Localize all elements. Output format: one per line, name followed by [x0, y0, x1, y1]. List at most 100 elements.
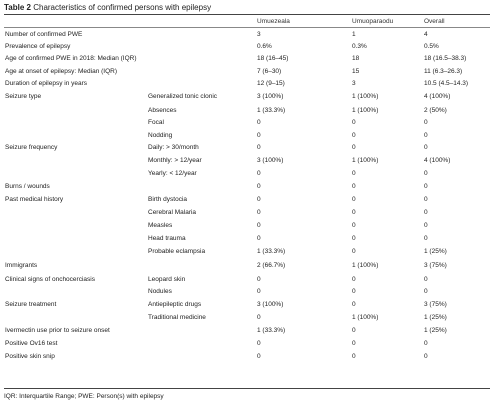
value-umuoparaodu: 1 (100%) [352, 262, 379, 269]
table-caption: Table 2 Characteristics of confirmed per… [4, 3, 211, 12]
row-sublabel: Probable eclampsia [148, 248, 206, 255]
row-sublabel: Head trauma [148, 235, 186, 242]
row-label: Clinical signs of onchocerciasis [5, 276, 95, 283]
value-umuezeala: 1 (33.3%) [257, 327, 286, 334]
value-umuezeala: 3 (100%) [257, 301, 284, 308]
row-label: Positive skin snip [5, 353, 55, 360]
row-sublabel: Cerebral Malaria [148, 209, 197, 216]
value-umuoparaodu: 3 [352, 80, 356, 87]
row-label: Burns / wounds [5, 183, 50, 190]
value-umuezeala: 0 [257, 235, 261, 242]
bottom-rule [4, 388, 490, 389]
value-overall: 0 [424, 235, 428, 242]
row-sublabel: Absences [148, 107, 177, 114]
header-rule [4, 27, 490, 28]
value-umuoparaodu: 1 (100%) [352, 157, 379, 164]
value-overall: 0 [424, 340, 428, 347]
value-umuezeala: 0 [257, 132, 261, 139]
row-sublabel: Antiepileptic drugs [148, 301, 202, 308]
value-overall: 18 (16.5–38.3) [424, 55, 467, 62]
row-sublabel: Generalized tonic clonic [148, 93, 218, 100]
value-umuezeala: 12 (9–15) [257, 80, 285, 87]
value-umuezeala: 18 (16–45) [257, 55, 289, 62]
value-overall: 0 [424, 288, 428, 295]
row-label: Seizure treatment [5, 301, 57, 308]
row-label: Seizure frequency [5, 144, 58, 151]
row-label: Age of confirmed PWE in 2018: Median (IQ… [5, 55, 137, 62]
value-umuoparaodu: 0 [352, 170, 356, 177]
value-umuoparaodu: 0.3% [352, 43, 367, 50]
value-umuezeala: 1 (33.3%) [257, 248, 286, 255]
row-label: Duration of epilepsy in years [5, 80, 88, 87]
value-overall: 0 [424, 196, 428, 203]
value-overall: 0 [424, 183, 428, 190]
row-sublabel: Nodules [148, 288, 172, 295]
table-title: Characteristics of confirmed persons wit… [33, 3, 212, 12]
value-umuoparaodu: 0 [352, 288, 356, 295]
value-umuoparaodu: 0 [352, 301, 356, 308]
value-umuoparaodu: 0 [352, 119, 356, 126]
value-umuoparaodu: 0 [352, 196, 356, 203]
value-umuezeala: 0 [257, 196, 261, 203]
value-umuezeala: 0.6% [257, 43, 272, 50]
value-umuoparaodu: 0 [352, 144, 356, 151]
value-umuezeala: 7 (6–30) [257, 68, 282, 75]
value-umuoparaodu: 0 [352, 222, 356, 229]
row-label: Past medical history [5, 196, 64, 203]
header-overall: Overall [424, 18, 445, 25]
value-overall: 4 (100%) [424, 93, 451, 100]
table-footnote: IQR: Interquartile Range; PWE: Person(s)… [4, 393, 164, 400]
row-label: Number of confirmed PWE [5, 31, 83, 38]
row-label: Ivermectin use prior to seizure onset [5, 327, 110, 334]
top-rule [4, 14, 490, 15]
value-umuezeala: 0 [257, 288, 261, 295]
row-sublabel: Nodding [148, 132, 173, 139]
value-overall: 0 [424, 276, 428, 283]
row-sublabel: Monthly: > 12/year [148, 157, 202, 164]
value-umuoparaodu: 1 [352, 31, 356, 38]
value-overall: 0 [424, 222, 428, 229]
row-label: Immigrants [5, 262, 38, 269]
value-umuezeala: 0 [257, 340, 261, 347]
row-label: Seizure type [5, 93, 42, 100]
value-overall: 4 (100%) [424, 157, 451, 164]
value-overall: 1 (25%) [424, 314, 447, 321]
value-overall: 0 [424, 132, 428, 139]
value-umuezeala: 3 [257, 31, 261, 38]
value-umuoparaodu: 1 (100%) [352, 314, 379, 321]
value-umuezeala: 0 [257, 119, 261, 126]
value-overall: 3 (75%) [424, 301, 447, 308]
table-label: Table 2 [4, 3, 31, 12]
value-umuezeala: 0 [257, 276, 261, 283]
value-overall: 2 (50%) [424, 107, 447, 114]
value-overall: 0 [424, 353, 428, 360]
value-overall: 1 (25%) [424, 248, 447, 255]
value-overall: 1 (25%) [424, 327, 447, 334]
value-umuoparaodu: 0 [352, 353, 356, 360]
value-overall: 4 [424, 31, 428, 38]
value-overall: 0 [424, 144, 428, 151]
row-label: Positive Ov16 test [5, 340, 58, 347]
value-umuoparaodu: 0 [352, 340, 356, 347]
value-umuezeala: 0 [257, 170, 261, 177]
value-overall: 11 (6.3–26.3) [424, 68, 463, 75]
header-umuoparaodu: Umuoparaodu [352, 18, 394, 25]
value-umuezeala: 3 (100%) [257, 93, 284, 100]
value-umuezeala: 0 [257, 314, 261, 321]
value-umuoparaodu: 0 [352, 183, 356, 190]
value-umuezeala: 1 (33.3%) [257, 107, 286, 114]
value-umuezeala: 0 [257, 353, 261, 360]
row-label: Age at onset of epilepsy: Median (IQR) [5, 68, 118, 75]
value-overall: 0 [424, 119, 428, 126]
row-sublabel: Traditional medicine [148, 314, 206, 321]
value-umuoparaodu: 0 [352, 276, 356, 283]
value-umuoparaodu: 0 [352, 209, 356, 216]
value-umuezeala: 0 [257, 222, 261, 229]
row-label: Prevalence of epilepsy [5, 43, 71, 50]
value-umuezeala: 0 [257, 144, 261, 151]
row-sublabel: Birth dystocia [148, 196, 188, 203]
row-sublabel: Leopard skin [148, 276, 186, 283]
header-umuezeala: Umuezeala [257, 18, 290, 25]
value-umuoparaodu: 0 [352, 132, 356, 139]
value-umuoparaodu: 0 [352, 327, 356, 334]
